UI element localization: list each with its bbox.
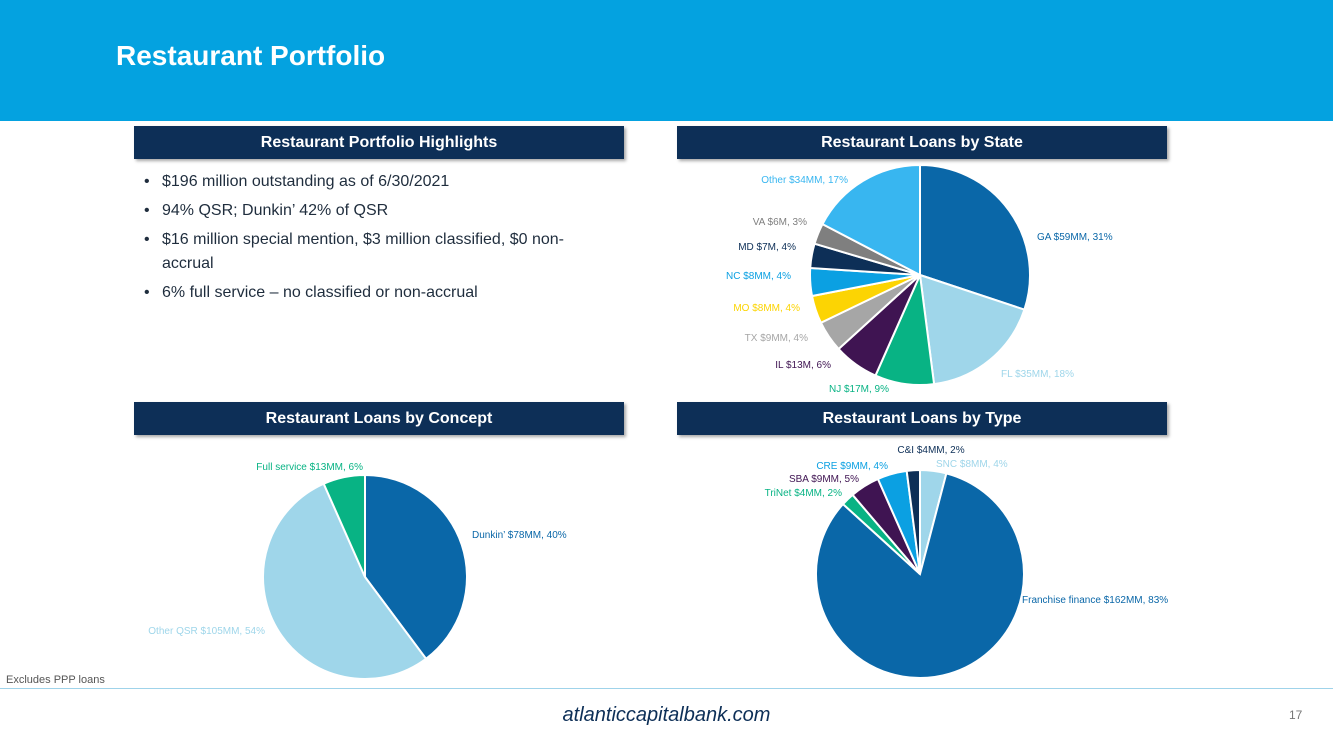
data-label-mo-0: MO $8MM, 4% <box>733 303 800 314</box>
pie-slice-fl-0 <box>918 273 1026 386</box>
concept-chart-heading: Restaurant Loans by Concept <box>134 402 624 435</box>
type-chart-heading: Restaurant Loans by Type <box>677 402 1167 435</box>
highlight-item: 6% full service – no classified or non-a… <box>144 281 614 305</box>
data-label-trinet-2: TriNet $4MM, 2% <box>765 488 843 499</box>
footnote: Excludes PPP loans <box>6 674 105 686</box>
data-label-il-0: IL $13M, 6% <box>775 360 831 371</box>
data-label-md-0: MD $7M, 4% <box>738 242 796 253</box>
highlight-item: $196 million outstanding as of 6/30/2021 <box>144 170 614 194</box>
highlights-list: $196 million outstanding as of 6/30/2021… <box>144 170 614 310</box>
data-label-other-0: Other $34MM, 17% <box>761 175 848 186</box>
pie-slice-ga-0 <box>919 163 1032 311</box>
data-label-franchise-2: Franchise finance $162MM, 83% <box>1022 595 1168 606</box>
footer-url: atlanticcapitalbank.com <box>562 704 771 726</box>
pie-slice-c-i-2 <box>905 468 921 575</box>
page-number: 17 <box>1289 708 1303 722</box>
data-label-ga-0: GA $59MM, 31% <box>1037 232 1113 243</box>
highlights-heading: Restaurant Portfolio Highlights <box>134 126 624 159</box>
data-label-tx-0: TX $9MM, 4% <box>745 333 808 344</box>
pie-slice-other-0 <box>821 163 921 277</box>
footer-divider <box>0 688 1333 689</box>
data-label-fl-0: FL $35MM, 18% <box>1001 369 1074 380</box>
pie-slice-franchise-2 <box>815 472 1025 679</box>
data-label-full-1: Full service $13MM, 6% <box>256 462 363 473</box>
data-label-snc-2: SNC $8MM, 4% <box>936 459 1008 470</box>
data-label-nj-0: NJ $17M, 9% <box>829 384 889 395</box>
state-chart-heading: Restaurant Loans by State <box>677 126 1167 159</box>
pie-slice-other-1 <box>261 482 428 680</box>
highlight-item: $16 million special mention, $3 million … <box>144 228 614 276</box>
data-label-sba-2: SBA $9MM, 5% <box>789 474 859 485</box>
data-label-nc-0: NC $8MM, 4% <box>726 271 791 282</box>
pie-slice-full-1 <box>322 473 366 578</box>
data-label-cre-2: CRE $9MM, 4% <box>816 461 888 472</box>
data-label-dunkin-1: Dunkin’ $78MM, 40% <box>472 530 567 541</box>
data-label-va-0: VA $6M, 3% <box>753 217 807 228</box>
pie-slice-dunkin-1 <box>364 473 468 661</box>
highlight-item: 94% QSR; Dunkin’ 42% of QSR <box>144 199 614 223</box>
page-title: Restaurant Portfolio <box>116 40 386 71</box>
data-label-c-i-2: C&I $4MM, 2% <box>897 445 964 456</box>
header-banner: Restaurant Portfolio <box>0 0 1333 121</box>
data-label-other-1: Other QSR $105MM, 54% <box>148 626 265 637</box>
